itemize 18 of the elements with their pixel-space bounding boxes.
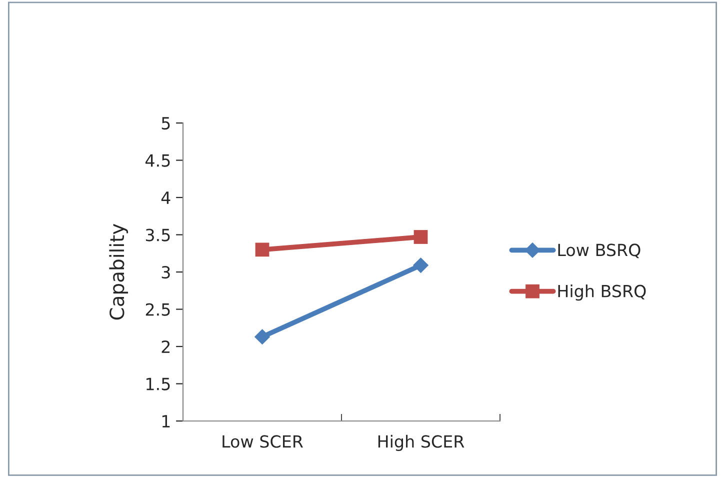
y-axis-title: Capability xyxy=(109,224,128,320)
legend-label: Low BSRQ xyxy=(558,244,640,258)
y-tick-label: 3 xyxy=(162,266,170,279)
x-tick-label: High SCER xyxy=(378,434,464,452)
point xyxy=(255,242,270,257)
y-tick-label: 1.5 xyxy=(146,378,170,390)
point xyxy=(254,328,270,345)
point xyxy=(412,257,429,274)
y-tick-label: 4 xyxy=(161,192,170,204)
x-tick-label: Low SCER xyxy=(222,435,303,448)
y-tick-label: 5 xyxy=(162,117,170,130)
y-tick-label: 4.5 xyxy=(146,154,170,167)
legend-label: High BSRQ xyxy=(558,284,646,301)
y-tick-label: 2 xyxy=(162,340,170,353)
point xyxy=(414,230,428,244)
y-tick-label: 3.5 xyxy=(146,228,170,242)
y-tick-label: 1 xyxy=(162,415,170,428)
y-tick-label: 2.5 xyxy=(146,303,170,316)
